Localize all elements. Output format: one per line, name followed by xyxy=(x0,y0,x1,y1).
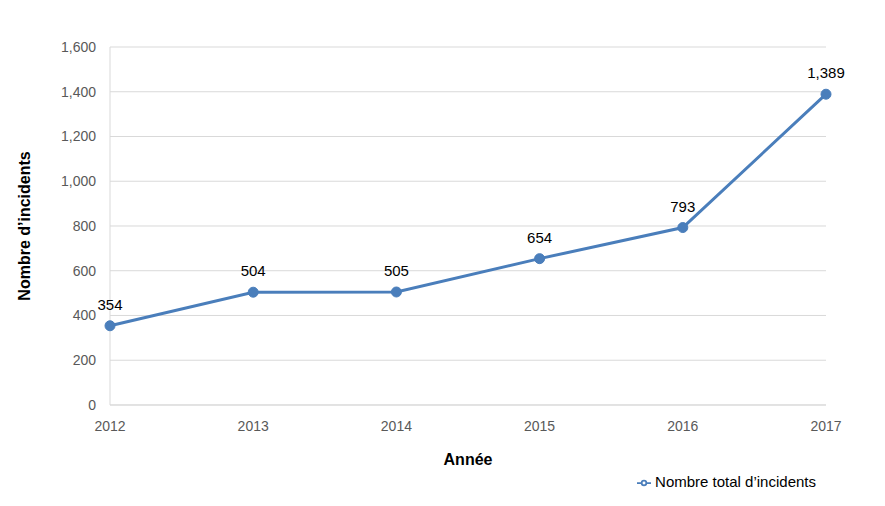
svg-text:0: 0 xyxy=(88,397,96,413)
svg-text:654: 654 xyxy=(527,229,552,246)
svg-text:1,389: 1,389 xyxy=(807,64,845,81)
svg-text:Nombre d’incidents: Nombre d’incidents xyxy=(16,151,33,300)
svg-text:354: 354 xyxy=(97,296,122,313)
svg-text:2012: 2012 xyxy=(94,418,125,434)
svg-text:2014: 2014 xyxy=(381,418,412,434)
svg-text:1,400: 1,400 xyxy=(61,84,96,100)
svg-text:1,200: 1,200 xyxy=(61,128,96,144)
svg-text:505: 505 xyxy=(384,262,409,279)
html-text:Nombre total d’incidents: Nombre total d’incidents xyxy=(655,473,816,490)
svg-text:2017: 2017 xyxy=(810,418,841,434)
svg-text:800: 800 xyxy=(73,218,97,234)
svg-text:2016: 2016 xyxy=(667,418,698,434)
svg-text:504: 504 xyxy=(241,262,266,279)
svg-text:1,600: 1,600 xyxy=(61,39,96,55)
svg-text:Année: Année xyxy=(444,451,493,468)
svg-text:400: 400 xyxy=(73,307,97,323)
svg-text:2013: 2013 xyxy=(238,418,269,434)
svg-text:2015: 2015 xyxy=(524,418,555,434)
svg-text:1,000: 1,000 xyxy=(61,173,96,189)
svg-text:600: 600 xyxy=(73,263,97,279)
svg-text:793: 793 xyxy=(670,198,695,215)
svg-text:200: 200 xyxy=(73,352,97,368)
